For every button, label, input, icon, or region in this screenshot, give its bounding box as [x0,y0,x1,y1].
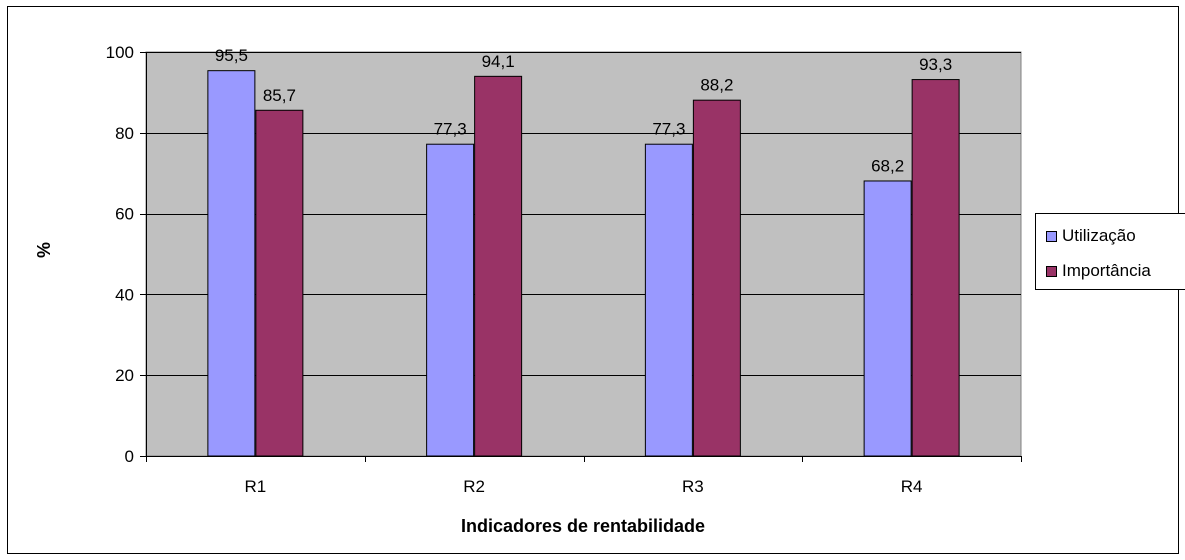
x-tick-label: R4 [901,477,923,496]
data-labels: 95,5 77,3 77,3 68,2 85,7 94,1 88,2 93,3 [215,46,952,175]
y-tick-label: 20 [115,366,134,385]
bar [644,143,693,457]
bar [255,109,304,457]
legend-swatch-utilizacao [1046,230,1057,242]
legend-swatch-importancia [1046,265,1057,277]
bar [474,75,523,457]
data-label: 94,1 [482,52,515,71]
x-axis-title: Indicadores de rentabilidade [461,516,705,536]
bar [911,79,960,457]
legend-label-importancia: Importância [1062,261,1151,280]
legend-label-utilizacao: Utilização [1062,226,1136,245]
bar [692,99,741,457]
bar [863,180,912,457]
legend: Utilização Importância [1035,213,1185,290]
data-label: 68,2 [871,156,904,175]
bars [207,70,960,457]
data-label: 88,2 [700,76,733,95]
x-tick-label: R3 [682,477,704,496]
y-tick-label: 40 [115,285,134,304]
y-tick-label: 100 [106,43,134,62]
legend-item-utilizacao: Utilização [1046,226,1136,246]
y-tick-label: 80 [115,124,134,143]
y-tick-label: 0 [125,447,134,466]
data-label: 77,3 [434,120,467,139]
y-axis-title: % [34,242,54,258]
bar [426,143,475,457]
bar [207,70,256,457]
y-tick-label: 60 [115,205,134,224]
data-label: 95,5 [215,46,248,65]
x-tick-label: R2 [463,477,485,496]
data-label: 93,3 [919,55,952,74]
x-tick-label: R1 [245,477,267,496]
data-label: 85,7 [263,86,296,105]
legend-item-importancia: Importância [1046,261,1151,281]
x-axis-ticks: R1 R2 R3 R4 [146,456,1022,496]
data-label: 77,3 [652,120,685,139]
